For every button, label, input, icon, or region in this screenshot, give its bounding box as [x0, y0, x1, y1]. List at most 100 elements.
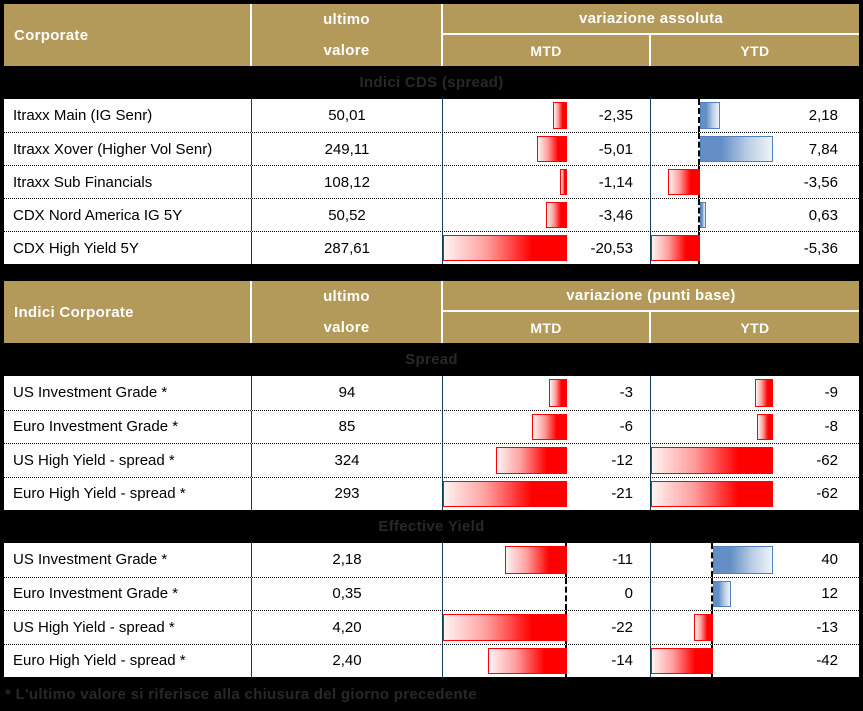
mtd-header: MTD	[443, 35, 651, 66]
table-row: US High Yield - spread * 4,20 -22 -13	[4, 610, 859, 644]
table-row: Euro High Yield - spread * 293 -21 -62	[4, 476, 859, 511]
mtd-cell: -22	[443, 611, 651, 644]
mtd-bar-area	[443, 411, 568, 444]
mtd-value: 0	[624, 585, 633, 603]
mtd-value: -14	[611, 652, 633, 670]
mtd-value: -12	[611, 451, 633, 469]
mtd-bar-area	[443, 543, 568, 577]
zero-axis-line	[698, 99, 701, 132]
indici-corporate-table-header: Indici Corporate ultimo valore variazion…	[4, 281, 859, 343]
last-value: 108,12	[252, 166, 443, 198]
mtd-data-bar	[552, 102, 568, 129]
ytd-value: -3,56	[803, 173, 838, 191]
ytd-header: YTD	[740, 42, 770, 59]
table-row: Itraxx Main (IG Senr) 50,01 -2,35 2,18	[4, 99, 859, 132]
zero-axis-line	[711, 577, 714, 610]
mtd-bar-area	[443, 232, 568, 264]
mtd-cell: -14	[443, 644, 651, 677]
mtd-bar-area	[443, 577, 568, 610]
row-label: Itraxx Sub Financials	[4, 166, 252, 198]
footnote: * L'ultimo valore si riferisce alla chiu…	[5, 685, 477, 703]
last-value: 50,52	[252, 199, 443, 231]
table-row: Itraxx Xover (Higher Vol Senr) 249,11 -5…	[4, 132, 859, 165]
last-value: 287,61	[252, 232, 443, 264]
mtd-data-bar	[546, 202, 568, 228]
last-value: 2,40	[252, 644, 443, 677]
mtd-header: MTD	[443, 312, 651, 343]
ytd-value: -9	[824, 384, 838, 402]
ytd-value: -62	[816, 485, 838, 503]
row-label: CDX High Yield 5Y	[4, 232, 252, 264]
ytd-cell: -9	[651, 376, 859, 410]
ytd-bar-area	[651, 543, 773, 577]
mtd-data-bar	[531, 413, 568, 440]
ytd-data-bar	[713, 580, 732, 607]
mtd-cell: -21	[443, 477, 651, 511]
mtd-bar-area	[443, 478, 568, 511]
mtd-cell: -11	[443, 543, 651, 577]
ytd-bar-area	[651, 478, 773, 511]
mtd-data-bar	[505, 546, 568, 574]
mtd-cell: -6	[443, 410, 651, 444]
ytd-bar-area	[651, 611, 773, 644]
mtd-bar-area	[443, 133, 568, 165]
mtd-cell: -5,01	[443, 133, 651, 165]
change-header: variazione assoluta	[443, 4, 859, 35]
last-value: 324	[252, 444, 443, 477]
ytd-value: -62	[816, 451, 838, 469]
mtd-value: -6	[619, 418, 633, 436]
row-label: Euro Investment Grade *	[4, 577, 252, 610]
section-band-spread: Spread	[4, 343, 859, 376]
change-header-group: variazione assoluta MTD YTD	[443, 4, 859, 66]
table-row: CDX Nord America IG 5Y 50,52 -3,46 0,63	[4, 198, 859, 231]
last-value-header: ultimo valore	[252, 281, 443, 343]
ytd-data-bar	[651, 480, 773, 507]
ytd-cell: -62	[651, 478, 859, 511]
ytd-cell: 12	[651, 577, 859, 610]
ytd-bar-area	[651, 166, 773, 198]
ytd-data-bar	[694, 614, 714, 641]
table-row: Euro High Yield - spread * 2,40 -14 -42	[4, 643, 859, 677]
mtd-bar-area	[443, 611, 568, 644]
change-header: variazione (punti base)	[443, 281, 859, 312]
last-value: 2,18	[252, 543, 443, 577]
mtd-value: -5,01	[598, 140, 633, 158]
mtd-bar-area	[443, 166, 568, 198]
ytd-header: YTD	[740, 319, 770, 336]
mtd-data-bar	[549, 379, 568, 407]
ytd-cell: 2,18	[651, 99, 859, 132]
table-title: Corporate	[4, 4, 252, 66]
last-value: 0,35	[252, 577, 443, 610]
mtd-value: -22	[611, 618, 633, 636]
last-value: 249,11	[252, 133, 443, 165]
mtd-data-bar	[443, 614, 568, 641]
mtd-cell: -20,53	[443, 232, 651, 264]
ytd-value: -42	[816, 652, 838, 670]
mtd-cell: -3	[443, 376, 651, 410]
row-label: Euro High Yield - spread *	[4, 477, 252, 510]
row-label: US High Yield - spread *	[4, 444, 252, 477]
zero-axis-line	[565, 577, 568, 610]
ytd-value: 0,63	[808, 206, 838, 224]
table-row: CDX High Yield 5Y 287,61 -20,53 -5,36	[4, 231, 859, 264]
ytd-cell: -8	[651, 411, 859, 444]
spread-rows: US Investment Grade * 94 -3 -9 Euro I	[4, 376, 859, 510]
mtd-bar-area	[443, 444, 568, 477]
table-row: US Investment Grade * 2,18 -11 40	[4, 543, 859, 577]
row-label: Itraxx Xover (Higher Vol Senr)	[4, 133, 252, 165]
table-title: Indici Corporate	[4, 281, 252, 343]
ytd-value: 40	[821, 551, 838, 569]
ytd-bar-area	[651, 199, 773, 231]
last-value-header-line1: ultimo	[323, 288, 370, 305]
ytd-cell: -42	[651, 644, 859, 677]
mtd-value: -3	[619, 384, 633, 402]
row-label: Itraxx Main (IG Senr)	[4, 99, 252, 132]
mtd-bar-area	[443, 376, 568, 410]
mtd-value: -3,46	[598, 206, 633, 224]
mtd-cell: -1,14	[443, 166, 651, 198]
row-label: US High Yield - spread *	[4, 611, 252, 644]
mtd-data-bar	[443, 235, 568, 261]
ytd-data-bar	[700, 136, 773, 162]
ytd-cell: 0,63	[651, 199, 859, 231]
